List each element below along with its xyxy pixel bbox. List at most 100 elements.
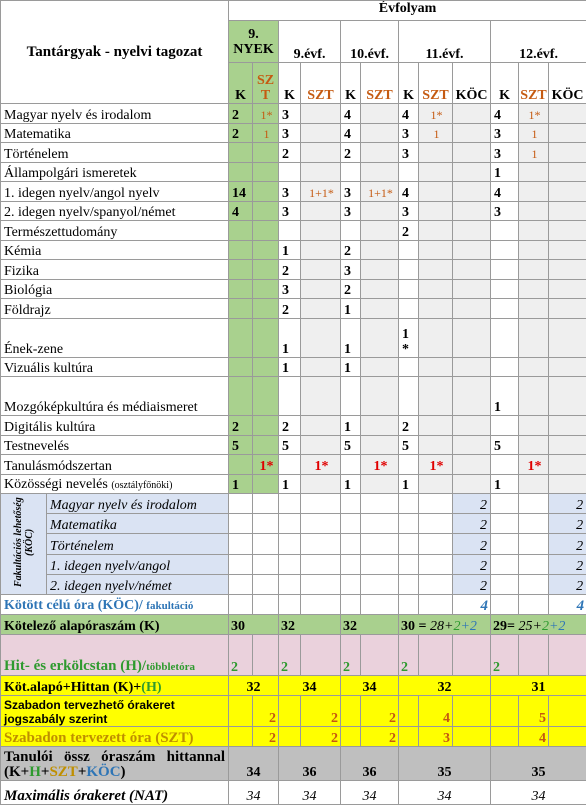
cell (252, 239, 280, 260)
cell (360, 473, 400, 494)
cell: 1 (252, 122, 280, 143)
cell: 3 (340, 200, 362, 221)
cell (490, 259, 520, 280)
subcol-header: SZT (360, 62, 400, 104)
text: (H) (141, 680, 162, 695)
cell: 5 (278, 434, 302, 455)
cell (300, 122, 342, 143)
row: Szabadon tervezhető órakeret jogszabály … (0, 695, 586, 727)
summary-cell (340, 695, 362, 727)
row: Magyar nyelv és irodalom 2 1* 3 4 4 1* 4 1* (0, 103, 586, 124)
cell (548, 103, 586, 124)
summary-cell: 36 (340, 746, 400, 781)
cell (490, 533, 520, 555)
text: fakultáció (146, 600, 194, 612)
cell (228, 454, 254, 475)
row: Földrajz 2 1 (0, 298, 586, 319)
cell: 5 (490, 434, 520, 455)
cell: 3 (490, 142, 520, 163)
text: Mozgóképkultúra és médiaismeret (4, 400, 198, 415)
cell (418, 181, 454, 202)
cell (418, 298, 454, 319)
summary-cell: 34 (278, 675, 342, 696)
cell (548, 239, 586, 260)
text: Közösségi nevelés (4, 477, 112, 492)
row: Tantárgyak - nyelvi tagozat Évfolyam (0, 0, 586, 104)
subject-label: Fizika (0, 259, 230, 280)
cell: 2 (340, 278, 362, 299)
cell: 1* (418, 454, 454, 475)
summary-cell (452, 726, 492, 747)
cell (418, 317, 454, 358)
cell (518, 492, 550, 515)
summary-cell (518, 634, 550, 676)
cell: 1 (490, 473, 520, 494)
cell (398, 513, 420, 535)
subcol-header: K (490, 62, 520, 104)
cell: 2 (278, 415, 302, 436)
row: Tanulásmódszertan 1* 1* 1* 1* 1* (0, 454, 586, 475)
cell: 2 (452, 492, 492, 515)
cell: 1 (340, 317, 362, 358)
row: Kötött célú óra (KÖC)/ fakultáció 4 4 (0, 594, 586, 615)
cell (360, 220, 400, 241)
text: többletóra (146, 661, 195, 673)
text: Köt.alapó+Hittan (K)+ (4, 680, 142, 695)
cell (548, 376, 586, 416)
row: Mozgóképkultúra és médiaismeret 1 (0, 376, 586, 416)
summary-label: Hit- és erkölcstan (H)/többletóra (0, 634, 230, 676)
cell (360, 259, 400, 280)
summary-cell (518, 594, 550, 615)
cell (398, 376, 420, 416)
grade-header: 9.évf. (278, 20, 342, 63)
cell (398, 356, 420, 377)
cell (490, 239, 520, 260)
cell (300, 317, 342, 358)
text: Vizuális kultúra (4, 361, 93, 376)
summary-cell: 34 (490, 780, 586, 805)
cell: 3 (278, 278, 302, 299)
summary-cell: 34 (340, 780, 400, 805)
summary-label: Köt.alapó+Hittan (K)+(H) (0, 675, 230, 696)
cell (252, 181, 280, 202)
row: Matematika 2 1 3 4 3 1 3 1 (0, 122, 586, 143)
cell (252, 142, 280, 163)
cell (452, 142, 492, 163)
summary-cell: 30 = 28+2+2 (398, 614, 492, 635)
cell (228, 220, 254, 241)
subcol-header: SZT (300, 62, 342, 104)
cell (252, 533, 280, 555)
cell: 2 (398, 415, 420, 436)
row: Matematika 2 2 (1, 513, 586, 535)
cell (300, 200, 342, 221)
summary-cell (548, 695, 586, 727)
text: Kötelező alapóraszám (K) (4, 619, 160, 634)
subject-label: Matematika (0, 122, 230, 143)
cell: 1* (252, 454, 280, 475)
subcol-header: SZT (518, 62, 550, 104)
row: Történelem 2 2 (1, 533, 586, 555)
summary-cell (398, 695, 420, 727)
cell (452, 356, 492, 377)
summary-cell: 32 (278, 614, 342, 635)
cell (518, 161, 550, 182)
cell (360, 573, 400, 596)
cell (418, 161, 454, 182)
summary-cell: 2 (300, 726, 342, 747)
cell: 2 (278, 259, 302, 280)
cell (278, 492, 302, 515)
row: Testnevelés 5 5 5 5 5 (0, 434, 586, 455)
subject-label: Kémia (0, 239, 230, 260)
cell (418, 573, 454, 596)
cell (452, 200, 492, 221)
cell: 3 (278, 181, 302, 202)
cell (228, 533, 254, 555)
summary-cell (340, 594, 362, 615)
row: Biológia 3 2 (0, 278, 586, 299)
cell (252, 513, 280, 535)
subject-label: Tanulásmódszertan (0, 454, 230, 475)
cell (452, 317, 492, 358)
cell (360, 513, 400, 535)
summary-cell: 32 (398, 675, 492, 696)
fak-group-label: Fakultációs lehetőség (KÖC) (0, 493, 47, 595)
